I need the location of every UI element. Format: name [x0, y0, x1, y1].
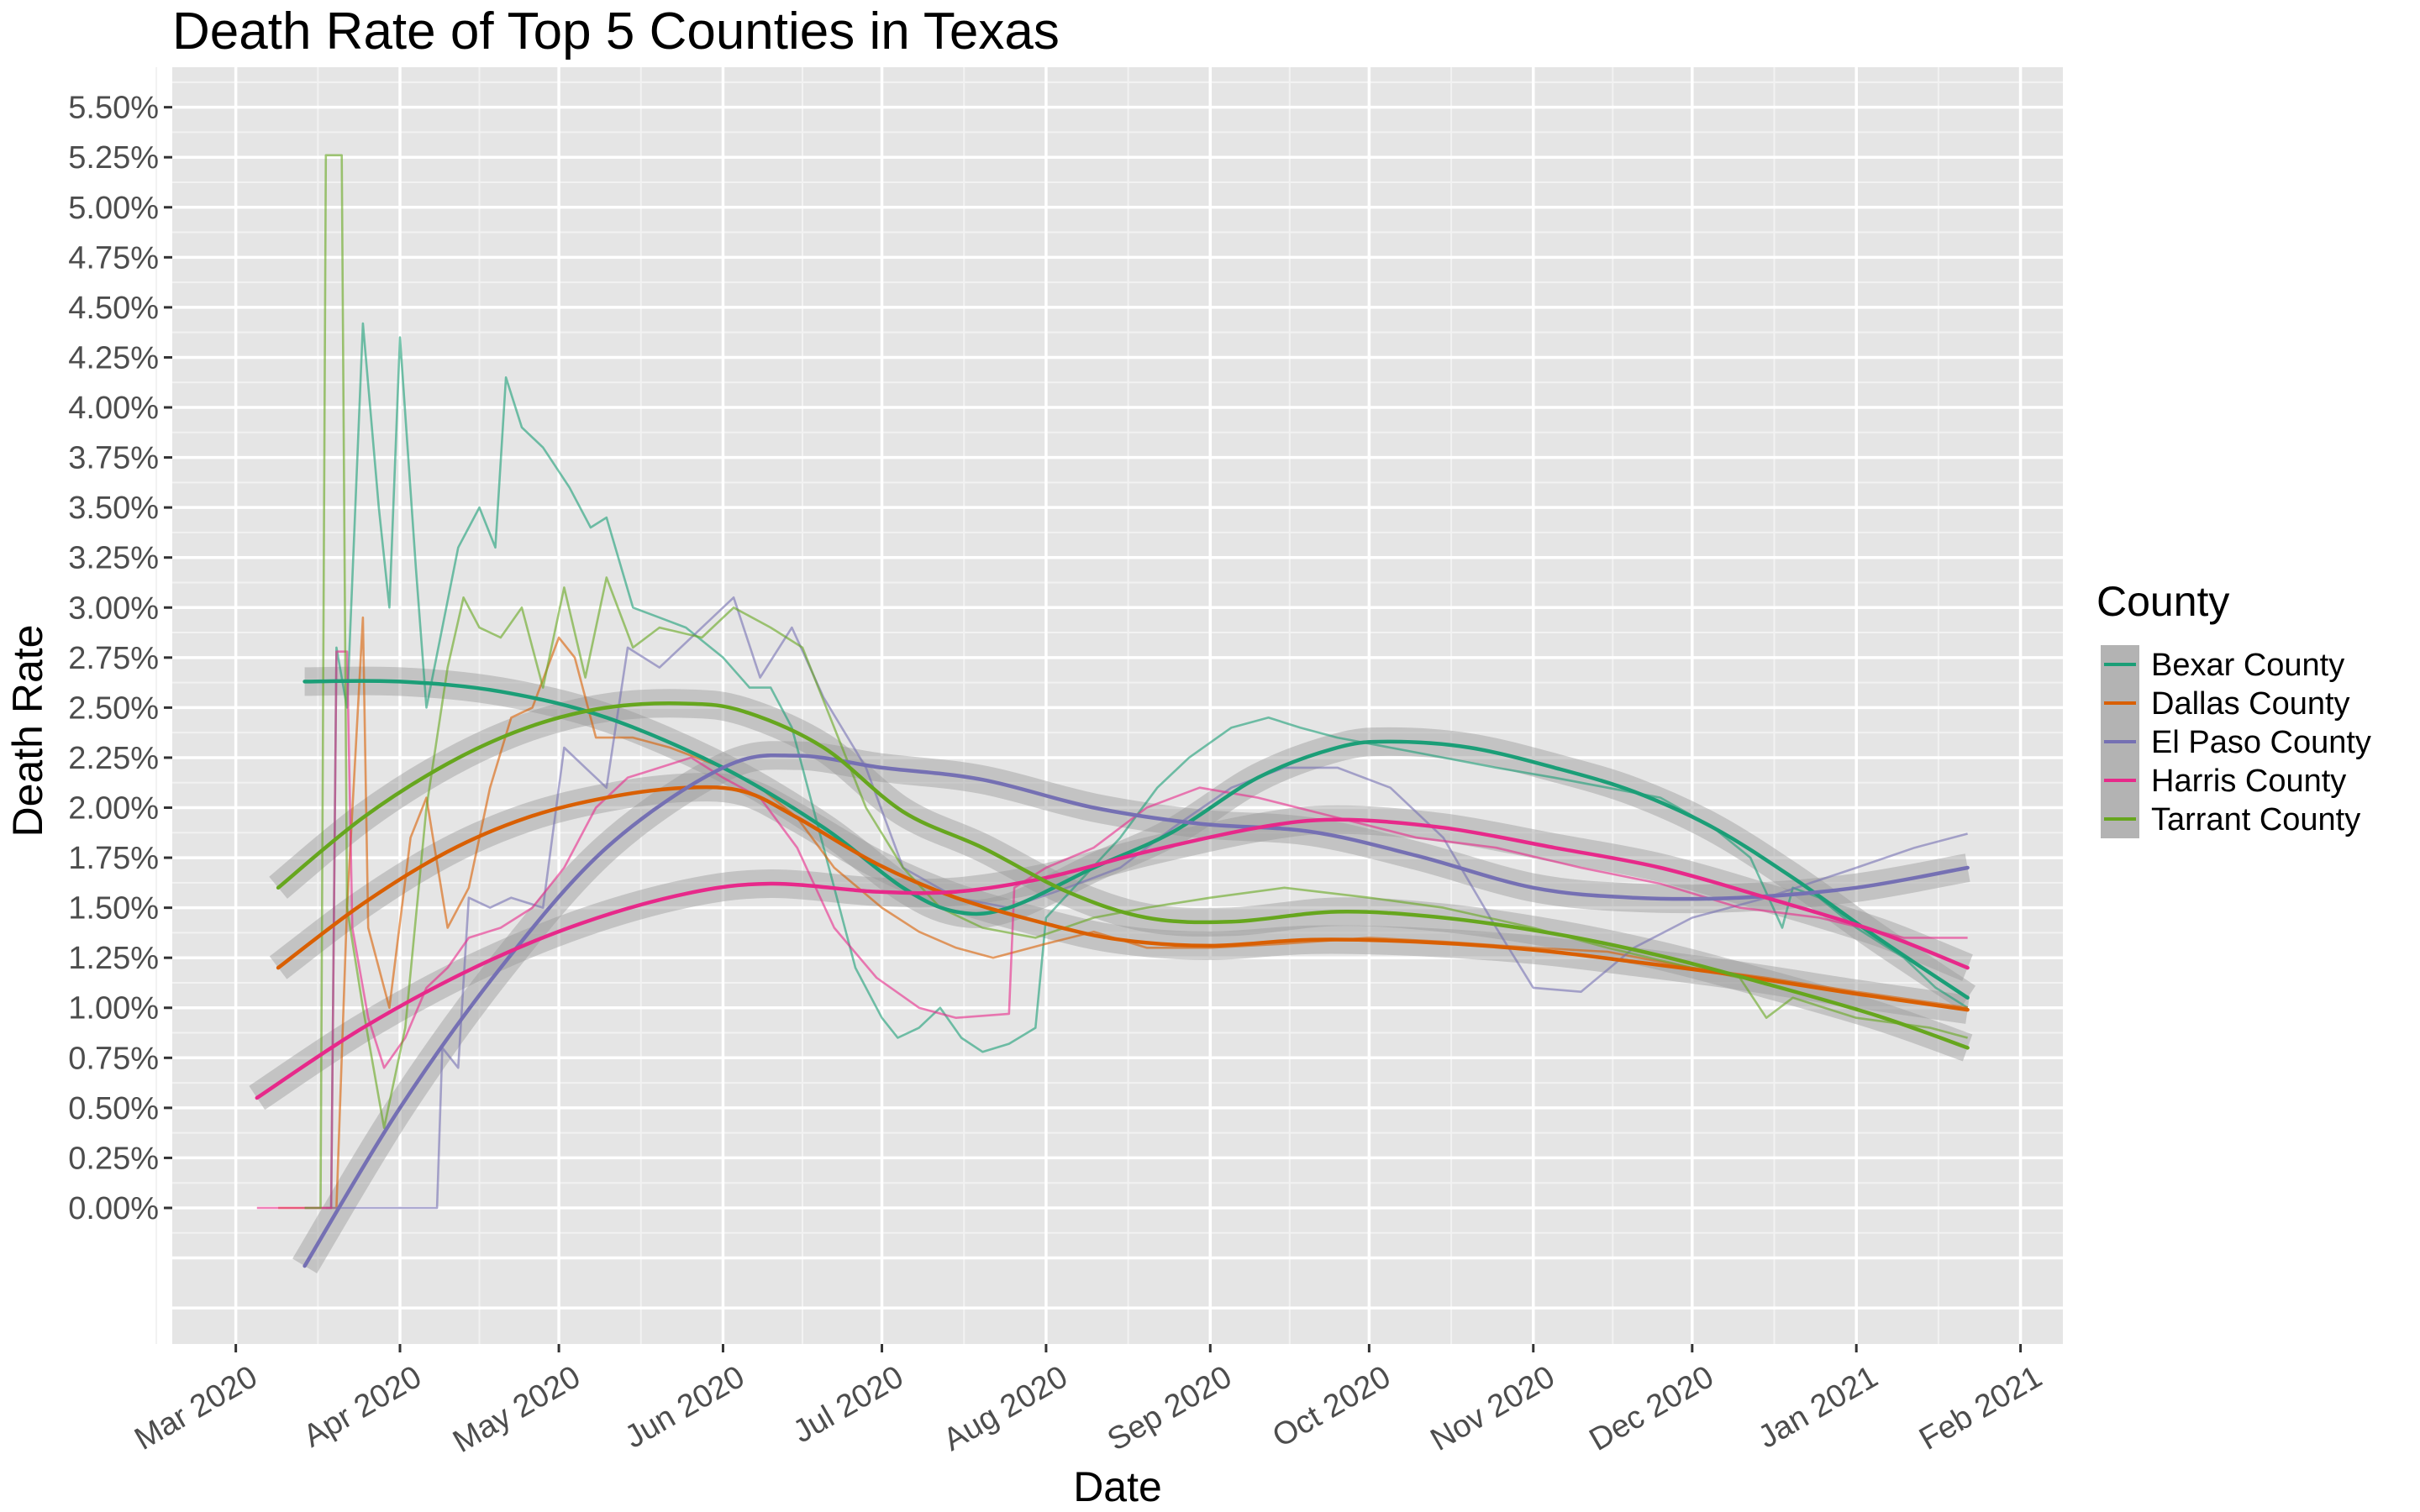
legend-title: County — [2096, 578, 2229, 625]
y-tick-label: 4.50% — [68, 291, 159, 326]
smooth-line-bexar-county — [302, 679, 1970, 1000]
legend-label-el-paso-county: El Paso County — [2151, 725, 2371, 760]
y-tick-label: 5.25% — [68, 140, 159, 176]
raw-line-bexar-county — [325, 322, 1969, 1210]
raw-line-harris-county — [256, 650, 1968, 1210]
legend-label-harris-county: Harris County — [2151, 764, 2346, 799]
y-tick-label: 3.50% — [68, 491, 159, 526]
y-tick-label: 0.00% — [68, 1191, 159, 1226]
y-tick-label: 1.75% — [68, 841, 159, 876]
chart-title: Death Rate of Top 5 Counties in Texas — [172, 3, 1060, 60]
y-tick-label: 3.75% — [68, 441, 159, 476]
x-tick-label: Feb 2021 — [1913, 1359, 2048, 1457]
legend-label-dallas-county: Dallas County — [2151, 686, 2350, 722]
y-tick-label: 5.50% — [68, 91, 159, 126]
y-tick-label: 2.25% — [68, 741, 159, 776]
y-tick-label: 5.00% — [68, 191, 159, 226]
smooth-line-harris-county — [255, 817, 1970, 1100]
y-tick-label: 1.00% — [68, 991, 159, 1026]
legend-label-tarrant-county: Tarrant County — [2151, 802, 2360, 837]
x-axis-ticks: Mar 2020 Apr 2020 May 2020 Jun 2020 Jul 2020… — [129, 1344, 2048, 1460]
smooth-line-el-paso-county — [302, 753, 1970, 1268]
smooth-line-dallas-county — [276, 785, 1970, 1012]
y-tick-label: 2.75% — [68, 641, 159, 676]
x-tick-label: Sep 2020 — [1102, 1359, 1238, 1458]
smooth-line-tarrant-county — [276, 701, 1970, 1050]
y-tick-label: 0.25% — [68, 1141, 159, 1176]
x-tick-label: Dec 2020 — [1584, 1359, 1720, 1458]
y-axis-title: Death Rate — [4, 625, 51, 837]
x-tick-label: Apr 2020 — [297, 1359, 428, 1454]
y-tick-label: 1.25% — [68, 941, 159, 976]
raw-line-tarrant-county — [304, 154, 1968, 1210]
major-gridlines — [172, 67, 2063, 1344]
x-tick-label: Aug 2020 — [938, 1359, 1074, 1458]
y-tick-label: 2.50% — [68, 690, 159, 726]
plot-panel — [172, 67, 2063, 1344]
y-axis-ticks: 0.00% 0.25% 0.50% 0.75% 1.00% 1.25% 1.50% 1.75%… — [68, 91, 172, 1226]
y-tick-label: 0.75% — [68, 1041, 159, 1076]
x-tick-label: Nov 2020 — [1425, 1359, 1561, 1458]
y-tick-label: 3.00% — [68, 591, 159, 626]
x-tick-label: May 2020 — [447, 1359, 587, 1460]
x-axis-title: Date — [1073, 1463, 1162, 1510]
y-tick-label: 4.00% — [68, 391, 159, 426]
y-tick-label: 4.75% — [68, 240, 159, 276]
y-tick-label: 4.25% — [68, 340, 159, 375]
legend-label-bexar-county: Bexar County — [2151, 648, 2344, 683]
y-tick-label: 1.50% — [68, 891, 159, 927]
smoothed-series-lines — [255, 679, 1970, 1268]
x-tick-label: Jan 2021 — [1753, 1359, 1884, 1456]
x-tick-label: Jul 2020 — [787, 1359, 909, 1450]
x-tick-label: Oct 2020 — [1267, 1359, 1397, 1454]
y-tick-label: 3.25% — [68, 541, 159, 576]
x-tick-label: Jun 2020 — [619, 1359, 750, 1456]
x-tick-label: Mar 2020 — [129, 1359, 263, 1457]
y-tick-label: 0.50% — [68, 1091, 159, 1126]
y-tick-label: 2.00% — [68, 791, 159, 827]
